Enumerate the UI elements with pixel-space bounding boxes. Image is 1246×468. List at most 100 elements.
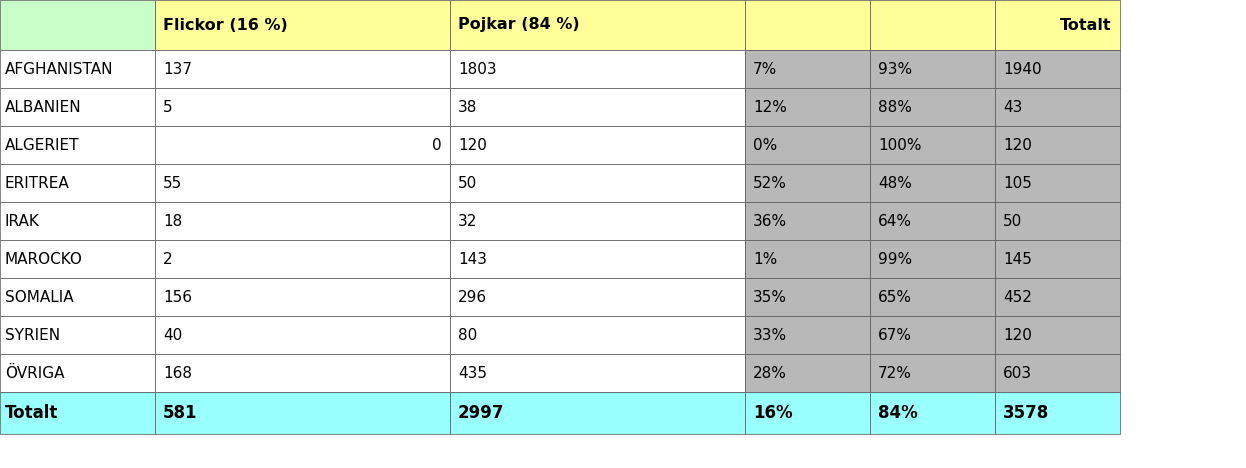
Bar	[870, 316, 996, 354]
Text: 35%: 35%	[753, 290, 787, 305]
Text: 603: 603	[1003, 366, 1032, 380]
Bar	[155, 50, 450, 88]
Text: 100%: 100%	[878, 138, 922, 153]
Bar	[745, 164, 870, 202]
Bar	[745, 202, 870, 240]
Text: 1%: 1%	[753, 251, 778, 266]
Text: ERITREA: ERITREA	[5, 176, 70, 190]
Bar	[450, 164, 745, 202]
Bar	[155, 0, 450, 50]
Text: Totalt: Totalt	[1060, 17, 1111, 32]
Text: 168: 168	[163, 366, 192, 380]
Bar	[745, 50, 870, 88]
Text: Pojkar (84 %): Pojkar (84 %)	[459, 17, 579, 32]
Bar	[996, 240, 1120, 278]
Text: 12%: 12%	[753, 100, 787, 115]
Bar	[870, 0, 996, 50]
Text: 0%: 0%	[753, 138, 778, 153]
Text: 48%: 48%	[878, 176, 912, 190]
Bar	[155, 316, 450, 354]
Text: 156: 156	[163, 290, 192, 305]
Text: 120: 120	[1003, 328, 1032, 343]
Bar	[870, 50, 996, 88]
Bar	[870, 240, 996, 278]
Bar	[450, 88, 745, 126]
Text: 52%: 52%	[753, 176, 787, 190]
Bar	[155, 126, 450, 164]
Text: ALBANIEN: ALBANIEN	[5, 100, 82, 115]
Bar	[155, 164, 450, 202]
Text: 452: 452	[1003, 290, 1032, 305]
Bar	[996, 392, 1120, 434]
Bar	[996, 0, 1120, 50]
Bar	[0, 278, 155, 316]
Bar	[0, 126, 155, 164]
Bar	[745, 354, 870, 392]
Text: 88%: 88%	[878, 100, 912, 115]
Text: 99%: 99%	[878, 251, 912, 266]
Bar	[870, 126, 996, 164]
Bar	[0, 316, 155, 354]
Text: 72%: 72%	[878, 366, 912, 380]
Bar	[870, 278, 996, 316]
Text: 80: 80	[459, 328, 477, 343]
Text: 93%: 93%	[878, 61, 912, 76]
Text: Totalt: Totalt	[5, 404, 59, 422]
Text: 2: 2	[163, 251, 173, 266]
Bar	[996, 278, 1120, 316]
Text: 36%: 36%	[753, 213, 787, 228]
Text: IRAK: IRAK	[5, 213, 40, 228]
Text: 435: 435	[459, 366, 487, 380]
Text: MAROCKO: MAROCKO	[5, 251, 83, 266]
Bar	[745, 392, 870, 434]
Text: 64%: 64%	[878, 213, 912, 228]
Text: Flickor (16 %): Flickor (16 %)	[163, 17, 288, 32]
Bar	[870, 164, 996, 202]
Bar	[450, 0, 745, 50]
Text: ÖVRIGA: ÖVRIGA	[5, 366, 65, 380]
Bar	[996, 354, 1120, 392]
Text: 143: 143	[459, 251, 487, 266]
Text: SYRIEN: SYRIEN	[5, 328, 60, 343]
Bar	[0, 392, 155, 434]
Text: 7%: 7%	[753, 61, 778, 76]
Text: 120: 120	[459, 138, 487, 153]
Bar	[0, 88, 155, 126]
Text: 50: 50	[1003, 213, 1022, 228]
Bar	[450, 354, 745, 392]
Bar	[996, 88, 1120, 126]
Bar	[745, 0, 870, 50]
Bar	[450, 202, 745, 240]
Bar	[0, 0, 155, 50]
Bar	[0, 354, 155, 392]
Bar	[996, 50, 1120, 88]
Bar	[0, 202, 155, 240]
Text: 65%: 65%	[878, 290, 912, 305]
Text: 84%: 84%	[878, 404, 918, 422]
Text: 296: 296	[459, 290, 487, 305]
Text: 1940: 1940	[1003, 61, 1042, 76]
Text: ALGERIET: ALGERIET	[5, 138, 80, 153]
Bar	[996, 202, 1120, 240]
Bar	[870, 202, 996, 240]
Bar	[745, 316, 870, 354]
Bar	[450, 126, 745, 164]
Text: 40: 40	[163, 328, 182, 343]
Bar	[0, 50, 155, 88]
Text: 1803: 1803	[459, 61, 497, 76]
Bar	[870, 354, 996, 392]
Text: 28%: 28%	[753, 366, 787, 380]
Text: 105: 105	[1003, 176, 1032, 190]
Bar	[745, 126, 870, 164]
Bar	[155, 278, 450, 316]
Text: 43: 43	[1003, 100, 1023, 115]
Bar	[155, 202, 450, 240]
Text: 33%: 33%	[753, 328, 787, 343]
Text: 581: 581	[163, 404, 198, 422]
Text: 55: 55	[163, 176, 182, 190]
Text: 67%: 67%	[878, 328, 912, 343]
Text: 50: 50	[459, 176, 477, 190]
Bar	[996, 126, 1120, 164]
Bar	[996, 316, 1120, 354]
Text: 3578: 3578	[1003, 404, 1049, 422]
